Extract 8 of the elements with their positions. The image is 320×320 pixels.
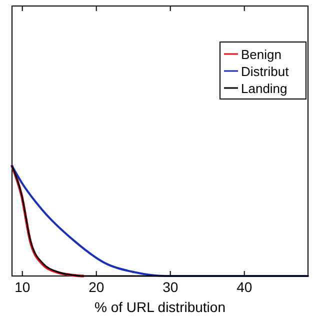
x-axis-title: % of URL distribution	[94, 299, 226, 315]
legend-label: Landing	[241, 81, 288, 96]
x-tick-label: 10	[14, 279, 30, 295]
x-tick-label: 30	[162, 279, 178, 295]
x-tick-label: 40	[236, 279, 252, 295]
x-tick-label: 20	[88, 279, 104, 295]
legend-label: Benign	[241, 47, 282, 62]
legend-label: Distribut	[241, 64, 290, 79]
